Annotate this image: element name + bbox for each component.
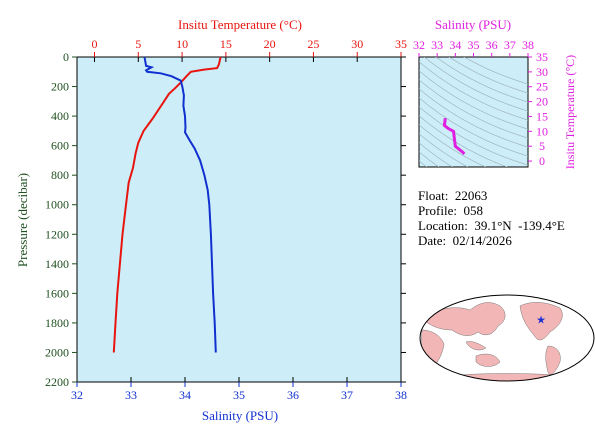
pressure-tick-label: 1200 [45,227,69,241]
ts-salinity-tick-label: 33 [431,38,443,52]
temperature-tick-labels: 0 5 10 15 20 25 30 35 [92,37,407,51]
isopycnal-contour [419,88,528,148]
ts-salinity-tick-label: 35 [468,38,480,52]
map-land-south-america [545,345,561,375]
pressure-tick-label: 1000 [45,198,69,212]
salinity-tick-labels: 32 33 34 35 36 37 38 [71,388,407,402]
temperature-tick-label: 20 [264,37,276,51]
isopycnal-contour [419,115,508,167]
pressure-tick-label: 400 [51,109,69,123]
pressure-axis-title: Pressure (decibar) [15,173,30,267]
profile-plot-area [76,56,402,383]
map-land-north-america [519,302,563,341]
float-location-marker: ★ [536,314,546,326]
profile-axes-ticks [72,52,406,387]
pressure-tick-label: 2200 [45,375,69,389]
ts-temperature-tick-label: 5 [539,139,545,153]
isopycnal-contour [419,106,528,166]
pressure-tick-label: 2000 [45,345,69,359]
temperature-tick-label: 35 [395,37,407,51]
pressure-tick-label: 200 [51,80,69,94]
ts-temperature-tick-label: 35 [536,50,548,64]
salinity-profile-line [143,56,217,353]
isopycnal-contour [419,124,487,167]
salinity-tick-label: 32 [71,388,83,402]
temperature-tick-label: 15 [220,37,232,51]
ts-salinity-tick-labels: 32 33 34 35 36 37 38 [413,38,534,52]
isopycnal-contour [419,97,528,157]
isopycnal-contour [419,133,469,167]
salinity-axis-title: Salinity (PSU) [202,408,278,423]
pressure-tick-labels: 0 200 400 600 800 1000 1200 1400 1600 1800 2000 220… [45,50,69,389]
isopycnal-contour [419,61,528,121]
ts-temperature-tick-label: 10 [536,124,548,138]
world-map: ★ [419,294,595,382]
pressure-tick-label: 1400 [45,257,69,271]
isopycnal-contour [419,70,528,130]
map-land-antarctica [420,373,591,381]
temperature-axis-title: Insitu Temperature (°C) [178,17,302,32]
ts-temperature-axis-title: Insitu Temperature (°C) [563,55,577,169]
float-id: Float: 22063 [418,188,488,203]
ts-curve [442,118,466,155]
temperature-tick-label: 25 [307,37,319,51]
isopycnal-contour [419,79,528,139]
map-land-australia [475,353,501,367]
map-land-asia [420,302,506,336]
salinity-tick-label: 37 [341,388,353,402]
salinity-tick-label: 38 [395,388,407,402]
profile-number: Profile: 058 [418,203,483,218]
profile-date: Date: 02/14/2026 [418,233,512,248]
ts-salinity-axis-title: Salinity (PSU) [435,17,511,32]
map-border [419,294,595,382]
isopycnal-contour [435,57,528,103]
ts-salinity-tick-label: 37 [504,38,516,52]
temperature-tick-label: 0 [92,37,98,51]
profile-plot: 0 5 10 15 20 25 30 35 32 33 34 35 36 37 38 0 200 400 600… [15,17,407,423]
map-land-seasia [465,341,487,351]
ts-temperature-tick-label: 15 [536,109,548,123]
ts-temperature-tick-label: 20 [536,95,548,109]
isopycnal-contour [448,57,528,94]
map-ocean [420,295,594,381]
temperature-tick-label: 10 [176,37,188,51]
ts-temperature-tick-label: 25 [536,80,548,94]
pressure-tick-label: 600 [51,139,69,153]
ts-axes-ticks [418,53,532,162]
isopycnal-contour [419,151,440,167]
pressure-tick-label: 1600 [45,286,69,300]
temperature-profile-line [112,56,222,353]
ts-salinity-tick-label: 34 [449,38,461,52]
isopycnal-contour [419,142,453,167]
pressure-tick-label: 1800 [45,316,69,330]
ts-salinity-tick-label: 38 [522,38,534,52]
float-location: Location: 39.1°N -139.4°E [418,218,565,233]
isopycnal-contour [463,57,528,85]
temperature-tick-label: 30 [351,37,363,51]
ts-salinity-tick-label: 36 [486,38,498,52]
salinity-tick-label: 35 [233,388,245,402]
ts-salinity-tick-label: 32 [413,38,425,52]
salinity-tick-label: 33 [125,388,137,402]
temperature-tick-label: 5 [135,37,141,51]
pressure-tick-label: 0 [63,50,69,64]
isopycnal-contours [419,57,528,167]
isopycnal-contour [423,57,528,112]
ts-temperature-tick-label: 0 [539,154,545,168]
salinity-tick-label: 36 [287,388,299,402]
pressure-tick-label: 800 [51,168,69,182]
ts-temperature-tick-label: 30 [536,65,548,79]
isopycnal-contour [419,160,428,167]
salinity-tick-label: 34 [179,388,191,402]
